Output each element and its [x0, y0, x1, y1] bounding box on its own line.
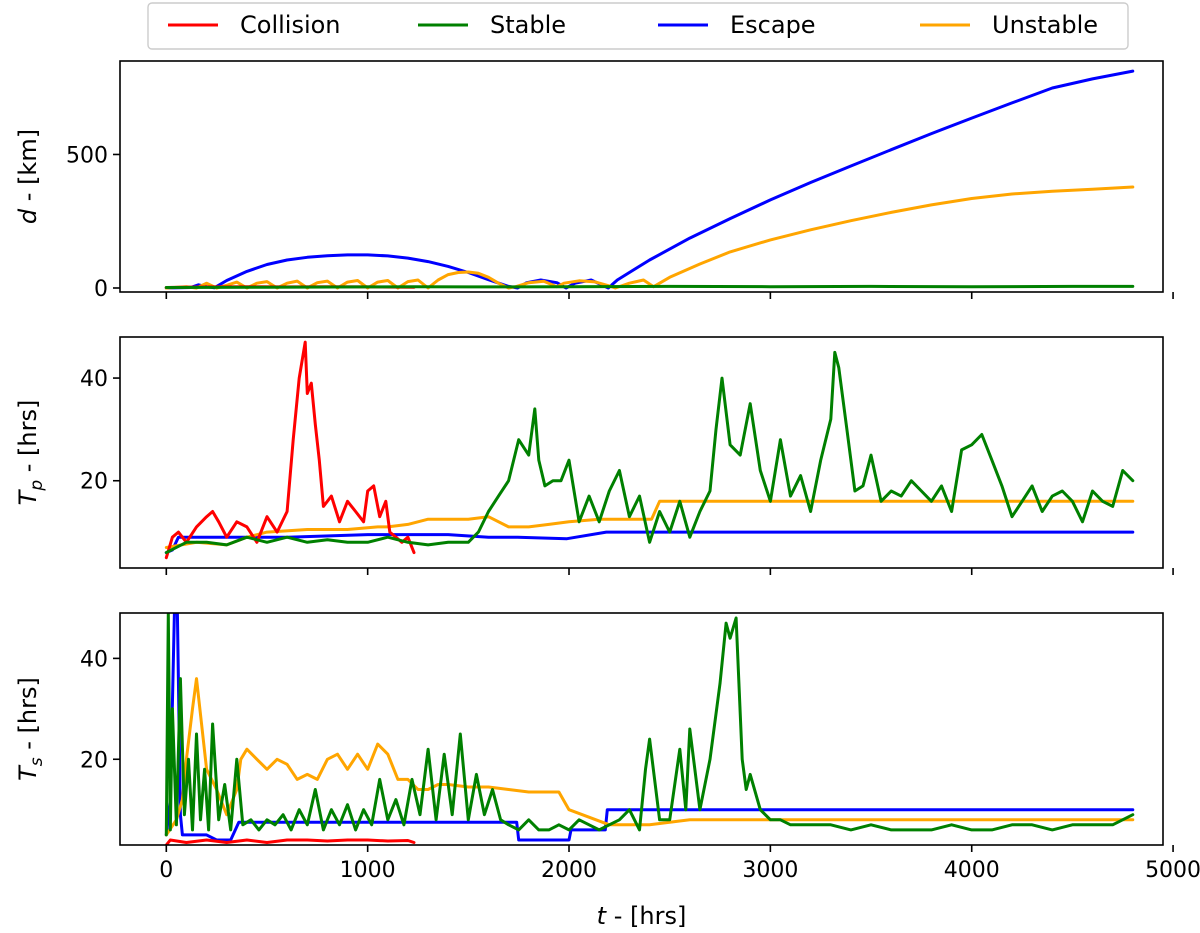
- y-tick-label: 20: [80, 470, 108, 495]
- x-axis-label: t - [hrs]: [597, 902, 687, 930]
- y-tick-label: 40: [80, 367, 108, 392]
- axes-frame: [119, 336, 1164, 569]
- panel-3: 20 40 0 1000 2000 3000 4000 5000 Ts - [hrs] t - […: [14, 612, 1200, 930]
- panels: 0 500 d - [km] 20 40 Tp - [hrs] 20 40 0 1000 2000 3…: [14, 60, 1200, 930]
- series-line-unstable: [164, 499, 1135, 549]
- legend-label: Collision: [240, 11, 341, 39]
- panel-1: 0 500 d - [km]: [14, 60, 1174, 302]
- legend-item-escape: Escape: [658, 11, 816, 39]
- x-tick-label: 3000: [742, 858, 798, 883]
- legend-label: Stable: [490, 11, 566, 39]
- legend-box: [147, 2, 1129, 50]
- axes-frame: [119, 60, 1164, 293]
- y-tick-label: 20: [80, 748, 108, 773]
- y-axis-label: Ts - [hrs]: [14, 677, 47, 781]
- axes-frame: [119, 612, 1164, 846]
- x-tick-label: 0: [159, 858, 173, 883]
- legend: Collision Stable Escape Unstable: [147, 2, 1129, 50]
- x-tick-label: 2000: [541, 858, 597, 883]
- series-line-stable: [164, 350, 1135, 555]
- panel-2: 20 40 Tp - [hrs]: [14, 336, 1174, 575]
- x-tick-label: 5000: [1145, 858, 1200, 883]
- series-line-stable: [164, 613, 1135, 837]
- series-line-stable: [164, 284, 1135, 289]
- legend-item-stable: Stable: [418, 11, 566, 39]
- x-tick-label: 4000: [944, 858, 1000, 883]
- series-line-unstable: [164, 185, 1135, 290]
- legend-item-unstable: Unstable: [920, 11, 1098, 39]
- series-line-collision: [164, 340, 416, 560]
- legend-label: Unstable: [992, 11, 1098, 39]
- y-tick-label: 500: [66, 143, 108, 168]
- series-line-escape: [164, 69, 1135, 290]
- series-group: [164, 613, 1135, 845]
- series-line-collision: [164, 838, 416, 845]
- y-tick-label: 40: [80, 647, 108, 672]
- series-line-escape: [164, 613, 1135, 842]
- legend-item-collision: Collision: [168, 11, 341, 39]
- series-line-escape: [164, 530, 1135, 555]
- y-axis-label: Tp - [hrs]: [14, 400, 47, 506]
- legend-label: Escape: [730, 11, 816, 39]
- x-tick-label: 1000: [340, 858, 396, 883]
- y-axis-label: d - [km]: [14, 129, 42, 224]
- y-tick-label: 0: [94, 277, 108, 302]
- series-group: [164, 340, 1135, 560]
- series-line-unstable: [164, 677, 1135, 837]
- series-group: [164, 69, 1135, 290]
